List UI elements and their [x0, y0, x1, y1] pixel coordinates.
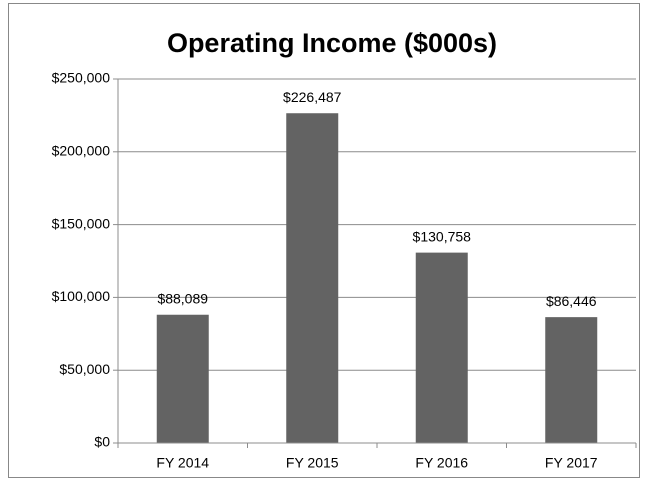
y-tick-label: $100,000: [52, 288, 111, 304]
data-label: $86,446: [546, 293, 597, 309]
data-label: $226,487: [283, 89, 342, 105]
y-tick-label: $200,000: [52, 143, 111, 159]
y-tick-label: $50,000: [59, 361, 110, 377]
chart-title: Operating Income ($000s): [167, 28, 497, 58]
y-tick-label: $250,000: [52, 70, 111, 86]
x-tick-label: FY 2014: [156, 455, 209, 471]
x-tick-label: FY 2015: [286, 455, 339, 471]
y-tick-label: $0: [94, 434, 110, 450]
y-tick-label: $150,000: [52, 215, 111, 231]
bar: [545, 317, 598, 443]
bar: [156, 314, 209, 443]
bar: [415, 252, 468, 443]
x-tick-label: FY 2016: [415, 455, 468, 471]
data-label: $130,758: [413, 228, 472, 244]
bar: [286, 113, 339, 443]
data-label: $88,089: [157, 290, 208, 306]
x-tick-label: FY 2017: [545, 455, 598, 471]
